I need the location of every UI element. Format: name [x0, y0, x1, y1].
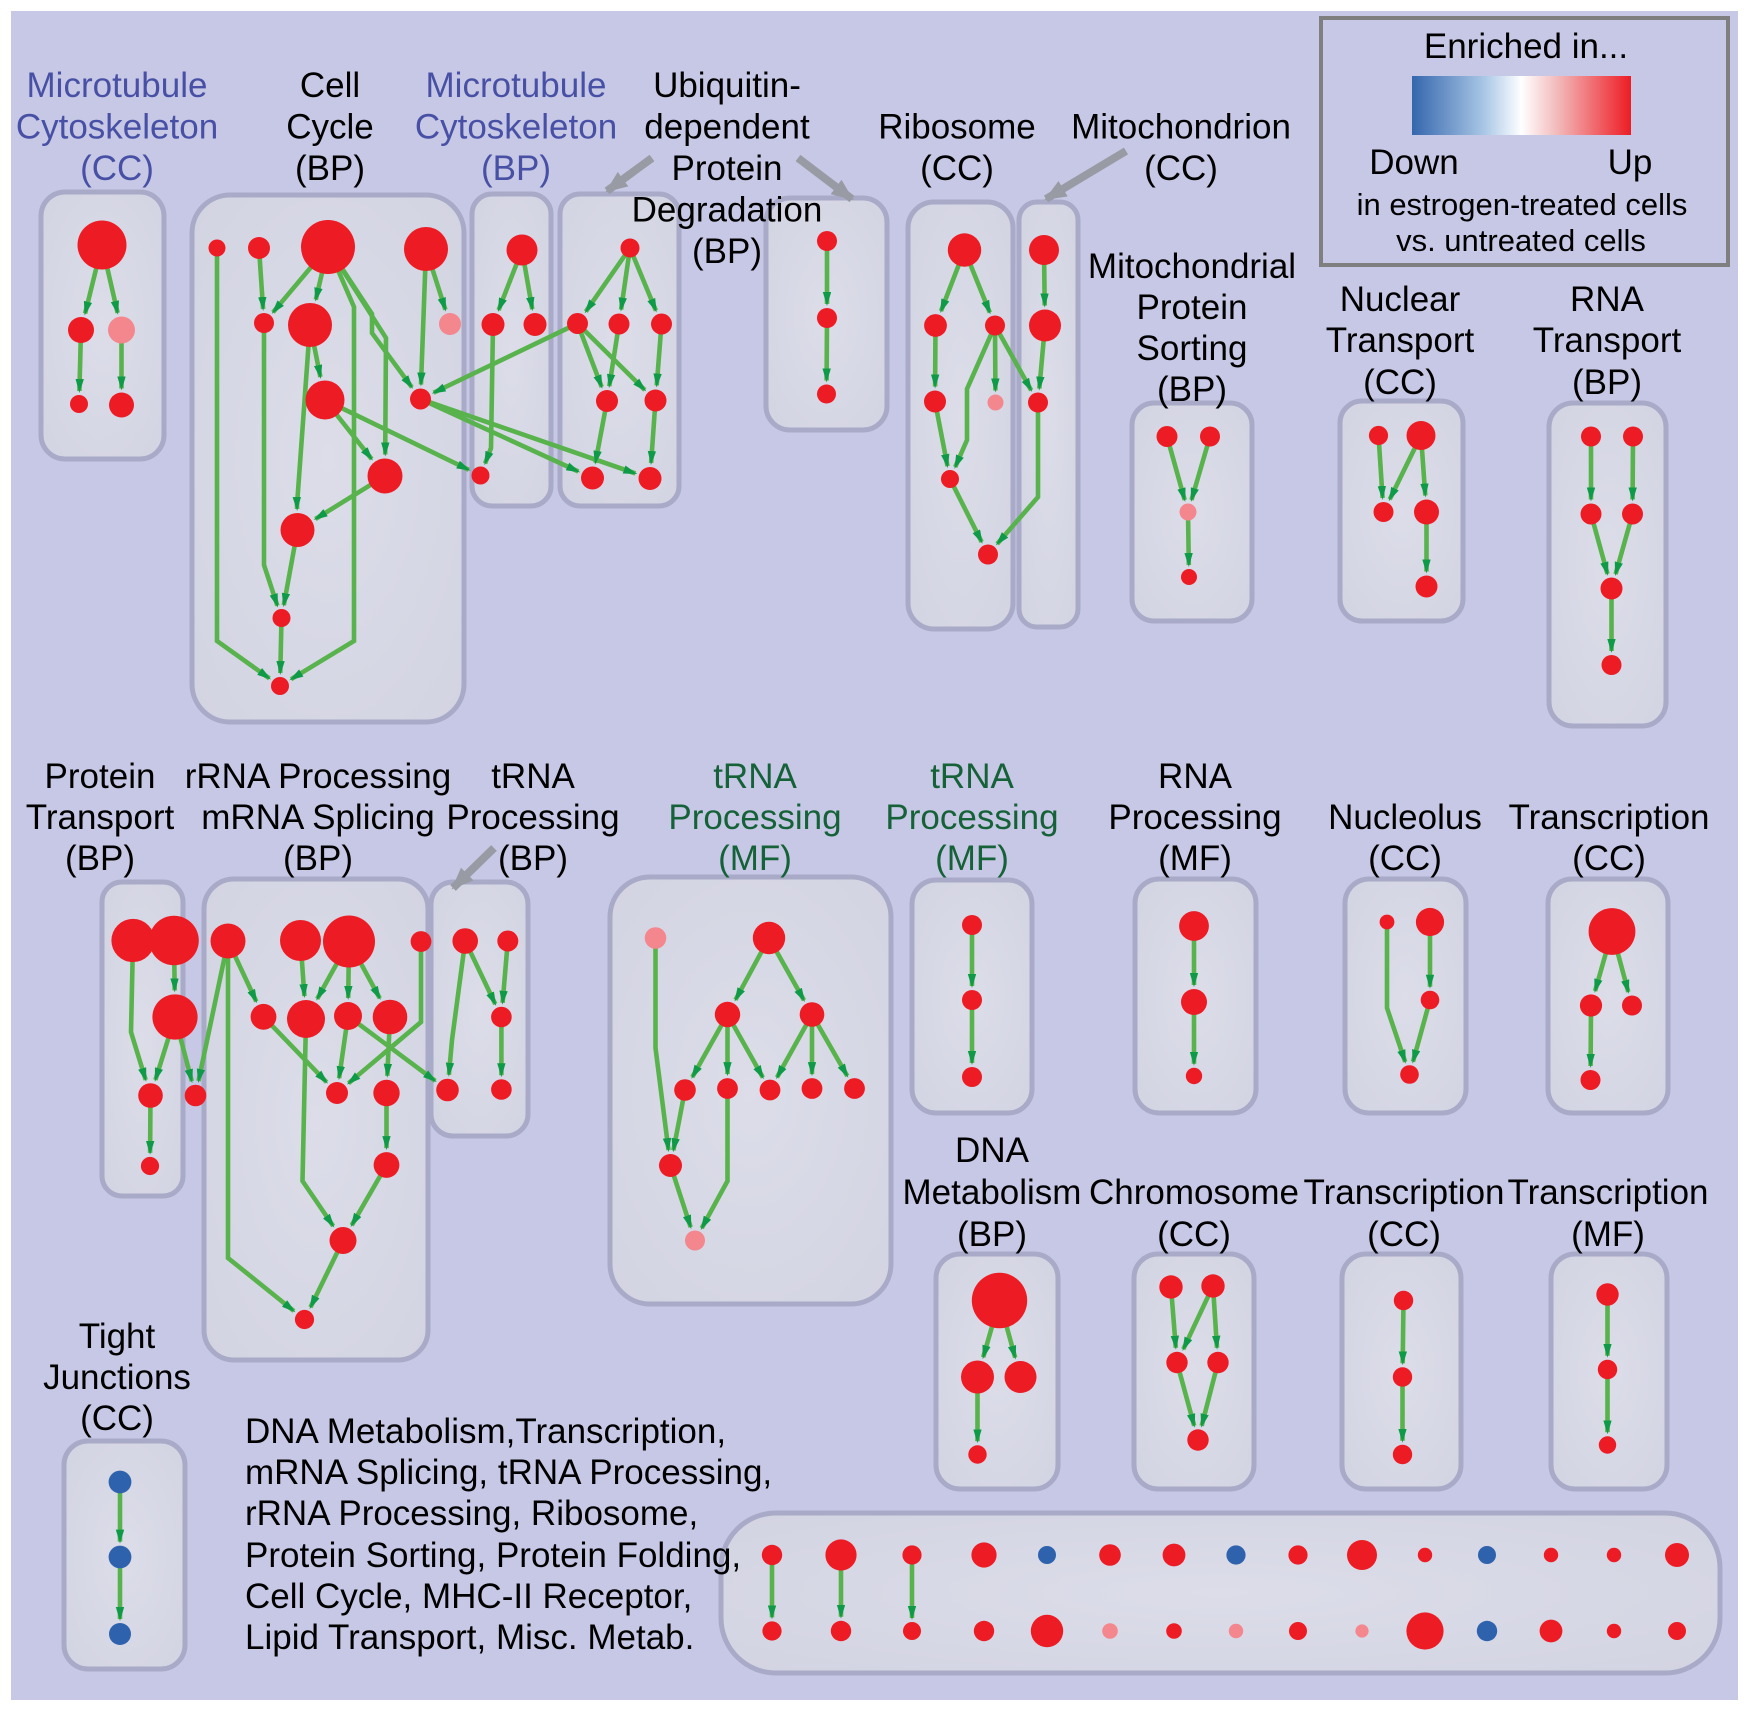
- svg-text:Processing: Processing: [668, 798, 841, 837]
- svg-text:Junctions: Junctions: [43, 1358, 191, 1397]
- svg-text:(BP): (BP): [1157, 370, 1227, 409]
- svg-text:Tight: Tight: [79, 1317, 156, 1356]
- svg-text:Protein: Protein: [672, 149, 783, 188]
- svg-text:tRNA: tRNA: [491, 757, 575, 796]
- svg-text:(CC): (CC): [80, 149, 154, 188]
- svg-text:Transport: Transport: [1326, 321, 1475, 360]
- svg-text:Cytoskeleton: Cytoskeleton: [415, 108, 617, 147]
- svg-text:Transport: Transport: [26, 798, 175, 837]
- svg-text:DNA Metabolism,Transcription,: DNA Metabolism,Transcription,: [245, 1412, 726, 1451]
- svg-text:(CC): (CC): [1367, 1215, 1441, 1254]
- svg-text:Nucleolus: Nucleolus: [1328, 798, 1482, 837]
- svg-text:mRNA Splicing: mRNA Splicing: [201, 798, 434, 837]
- svg-text:Lipid Transport, Misc. Metab.: Lipid Transport, Misc. Metab.: [245, 1618, 694, 1657]
- svg-text:RNA: RNA: [1158, 757, 1233, 796]
- svg-text:(BP): (BP): [692, 232, 762, 271]
- svg-text:Cell: Cell: [300, 66, 360, 105]
- svg-text:rRNA Processing, Ribosome,: rRNA Processing, Ribosome,: [245, 1494, 698, 1533]
- svg-text:dependent: dependent: [644, 108, 810, 147]
- svg-text:(MF): (MF): [935, 839, 1009, 878]
- svg-text:vs. untreated cells: vs. untreated cells: [1396, 223, 1646, 258]
- svg-text:RNA: RNA: [1570, 280, 1645, 319]
- svg-text:Sorting: Sorting: [1137, 329, 1248, 368]
- svg-text:(CC): (CC): [1363, 363, 1437, 402]
- svg-text:Mitochondrial: Mitochondrial: [1088, 247, 1296, 286]
- svg-text:Cell Cycle, MHC-II Receptor,: Cell Cycle, MHC-II Receptor,: [245, 1577, 692, 1616]
- svg-text:Protein: Protein: [45, 757, 156, 796]
- svg-text:Degradation: Degradation: [632, 191, 823, 230]
- svg-text:rRNA Processing: rRNA Processing: [185, 757, 451, 796]
- svg-text:Cycle: Cycle: [286, 108, 374, 147]
- svg-text:(BP): (BP): [481, 149, 551, 188]
- svg-text:DNA: DNA: [955, 1131, 1030, 1170]
- svg-text:Processing: Processing: [1108, 798, 1281, 837]
- svg-text:(CC): (CC): [1572, 839, 1646, 878]
- svg-text:Mitochondrion: Mitochondrion: [1071, 108, 1291, 147]
- svg-text:Transcription: Transcription: [1509, 798, 1710, 837]
- svg-text:Transcription: Transcription: [1304, 1173, 1505, 1212]
- svg-text:(BP): (BP): [498, 839, 568, 878]
- svg-text:(MF): (MF): [1158, 839, 1232, 878]
- svg-text:mRNA Splicing, tRNA Processing: mRNA Splicing, tRNA Processing,: [245, 1453, 772, 1492]
- svg-text:(MF): (MF): [718, 839, 792, 878]
- svg-text:(CC): (CC): [1157, 1215, 1231, 1254]
- svg-text:(BP): (BP): [283, 839, 353, 878]
- svg-text:Transcription: Transcription: [1508, 1173, 1709, 1212]
- svg-text:(BP): (BP): [957, 1215, 1027, 1254]
- svg-text:(BP): (BP): [295, 149, 365, 188]
- svg-text:Protein Sorting, Protein Foldi: Protein Sorting, Protein Folding,: [245, 1536, 741, 1575]
- svg-text:Transport: Transport: [1533, 321, 1682, 360]
- svg-text:tRNA: tRNA: [713, 757, 797, 796]
- svg-text:(CC): (CC): [1144, 149, 1218, 188]
- svg-text:Down: Down: [1369, 143, 1458, 182]
- svg-text:Microtubule: Microtubule: [27, 66, 208, 105]
- svg-text:Processing: Processing: [446, 798, 619, 837]
- svg-text:Chromosome: Chromosome: [1089, 1173, 1299, 1212]
- svg-text:Up: Up: [1608, 143, 1653, 182]
- svg-text:in estrogen-treated cells: in estrogen-treated cells: [1357, 187, 1688, 222]
- svg-text:Enriched in...: Enriched in...: [1424, 27, 1628, 66]
- svg-text:Metabolism: Metabolism: [903, 1173, 1082, 1212]
- svg-text:Microtubule: Microtubule: [426, 66, 607, 105]
- svg-text:Processing: Processing: [885, 798, 1058, 837]
- svg-text:Cytoskeleton: Cytoskeleton: [16, 108, 218, 147]
- svg-text:Ribosome: Ribosome: [878, 108, 1036, 147]
- svg-text:(CC): (CC): [80, 1399, 154, 1438]
- svg-text:Protein: Protein: [1137, 288, 1248, 327]
- svg-text:(BP): (BP): [1572, 363, 1642, 402]
- svg-text:(BP): (BP): [65, 839, 135, 878]
- svg-text:(CC): (CC): [920, 149, 994, 188]
- svg-text:Ubiquitin-: Ubiquitin-: [653, 66, 801, 105]
- svg-text:(MF): (MF): [1571, 1215, 1645, 1254]
- svg-text:Nuclear: Nuclear: [1340, 280, 1461, 319]
- svg-text:(CC): (CC): [1368, 839, 1442, 878]
- svg-text:tRNA: tRNA: [930, 757, 1014, 796]
